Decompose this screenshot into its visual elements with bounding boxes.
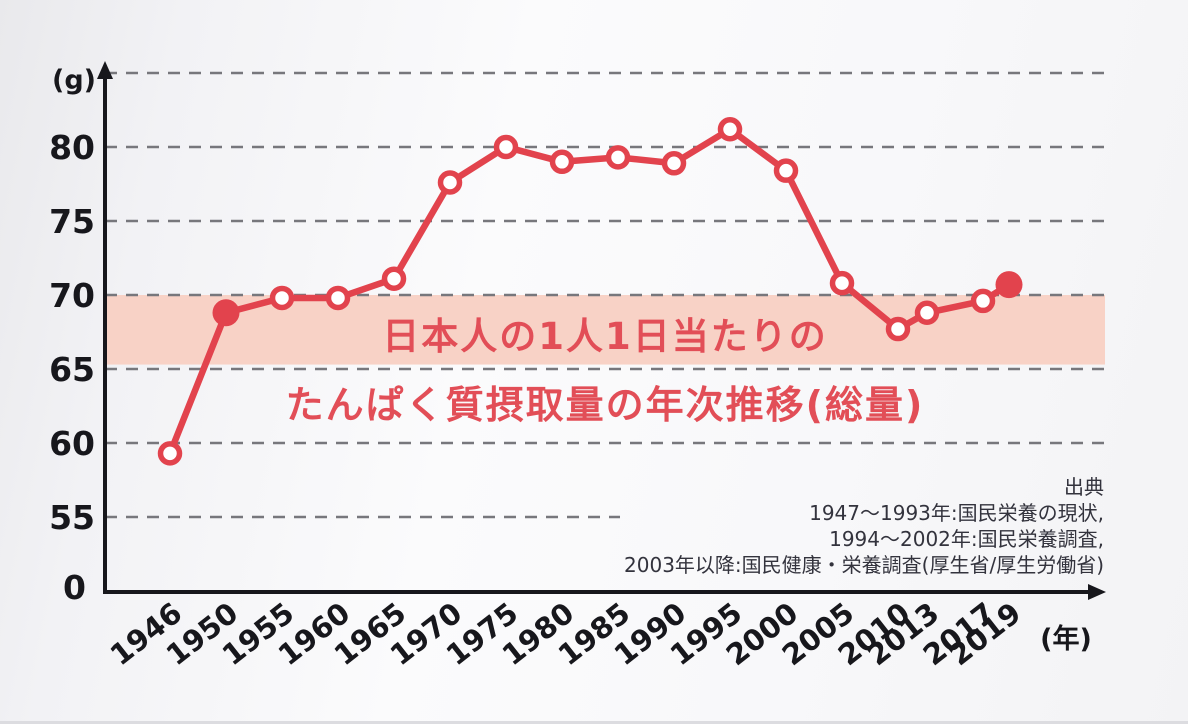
y-tick-80: 80 — [49, 128, 95, 167]
y-tick-60: 60 — [49, 424, 95, 463]
y-tick-75: 75 — [49, 202, 95, 241]
data-point-1980 — [549, 149, 575, 175]
chart-title-line-1: 日本人の1人1日当たりの — [382, 315, 828, 358]
data-point-2005 — [829, 270, 855, 296]
y-tick-0: 0 — [63, 568, 86, 607]
source-line-2003-onward: 2003年以降:国民健康・栄養調査(厚生省/厚生労働省) — [624, 553, 1104, 577]
data-point-2019 — [995, 271, 1023, 299]
data-point-2013 — [914, 300, 940, 326]
source-line-heading: 出典 — [1064, 475, 1104, 499]
data-point-1975 — [493, 134, 519, 160]
chart-title-line-2: たんぱく質摂取量の年次推移(総量) — [285, 383, 925, 427]
data-point-1995 — [717, 116, 743, 142]
data-point-2017 — [970, 288, 996, 314]
data-point-1965 — [381, 266, 407, 291]
bottom-edge-strip — [0, 721, 1188, 724]
highlight-band — [105, 295, 1105, 365]
data-point-1970 — [437, 170, 463, 195]
y-tick-65: 65 — [49, 350, 95, 389]
data-point-1985 — [605, 145, 631, 170]
source-line-1947-1993: 1947〜1993年:国民栄養の現状, — [809, 501, 1104, 525]
data-point-2000 — [773, 158, 799, 183]
y-axis-arrow — [97, 61, 113, 79]
data-point-1990 — [661, 151, 687, 176]
y-tick-55: 55 — [49, 498, 95, 537]
source-note: 出典 1947〜1993年:国民栄養の現状, 1994〜2002年:国民栄養調査… — [624, 474, 1104, 578]
x-axis-arrow — [1088, 584, 1106, 600]
data-point-1946 — [157, 441, 183, 466]
source-line-1994-2002: 1994〜2002年:国民栄養調査, — [829, 527, 1104, 551]
x-axis-unit: (年) — [1040, 623, 1092, 655]
data-point-1950 — [212, 299, 240, 327]
data-point-2010 — [885, 316, 911, 342]
data-point-1955 — [269, 285, 295, 311]
y-tick-70: 70 — [49, 276, 95, 315]
y-axis-unit: (g) — [52, 65, 96, 96]
data-point-1960 — [325, 285, 351, 311]
